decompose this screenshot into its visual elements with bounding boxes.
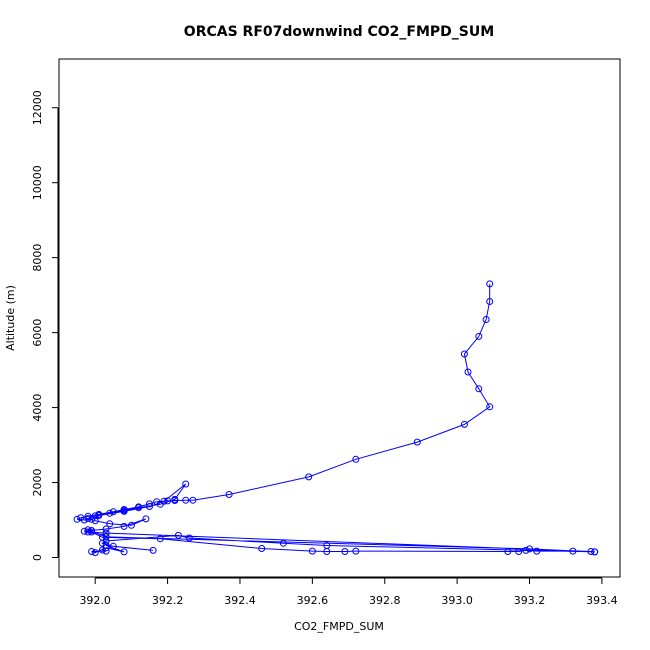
data-point bbox=[77, 514, 85, 522]
data-point bbox=[225, 491, 233, 498]
data-point bbox=[308, 547, 316, 555]
data-point bbox=[120, 522, 128, 530]
data-point bbox=[587, 548, 595, 555]
data-point bbox=[106, 520, 114, 528]
data-point bbox=[156, 500, 164, 508]
data-point bbox=[460, 420, 468, 428]
data-point bbox=[533, 547, 541, 555]
series-line bbox=[76, 283, 595, 554]
data-point bbox=[98, 539, 106, 547]
data-point bbox=[185, 534, 193, 542]
data-point bbox=[127, 521, 135, 529]
data-point bbox=[522, 546, 530, 554]
data-point bbox=[569, 547, 577, 555]
data-point bbox=[482, 316, 490, 323]
data-point bbox=[591, 548, 599, 556]
x-tick-label: 392.4 bbox=[224, 594, 256, 607]
y-tick-label: 0 bbox=[31, 554, 44, 561]
x-axis: 392.0 392.2 392.4 392.6 392.8 393.0 393.2 393.4 bbox=[79, 577, 618, 607]
data-point bbox=[460, 350, 468, 358]
x-tick-label: 393.2 bbox=[514, 594, 546, 607]
data-point bbox=[341, 548, 349, 555]
x-tick-label: 393.4 bbox=[586, 594, 618, 607]
data-point bbox=[279, 539, 287, 547]
y-tick-label: 6000 bbox=[31, 319, 44, 347]
data-point bbox=[98, 546, 106, 554]
data-point bbox=[135, 504, 143, 512]
data-point bbox=[164, 497, 172, 505]
data-point bbox=[84, 528, 92, 536]
data-point bbox=[106, 509, 114, 517]
y-tick-label: 2000 bbox=[31, 469, 44, 497]
data-point bbox=[352, 455, 360, 463]
data-point bbox=[80, 516, 88, 524]
data-point bbox=[146, 500, 153, 508]
data-point bbox=[120, 506, 128, 514]
data-point bbox=[91, 512, 99, 520]
data-point bbox=[504, 548, 512, 555]
data-point bbox=[84, 526, 92, 534]
data-point bbox=[149, 546, 157, 554]
data-point bbox=[323, 542, 331, 549]
data-point bbox=[109, 508, 117, 516]
data-point bbox=[91, 549, 99, 557]
data-point bbox=[88, 548, 96, 555]
data-point bbox=[102, 525, 110, 533]
data-point bbox=[475, 332, 483, 340]
data-point bbox=[189, 496, 197, 504]
data-point bbox=[182, 480, 190, 488]
data-point bbox=[95, 512, 103, 519]
data-point bbox=[109, 542, 117, 550]
data-point bbox=[73, 515, 81, 523]
y-tick-label: 10000 bbox=[31, 165, 44, 200]
y-tick-label: 12000 bbox=[31, 90, 44, 125]
y-axis: 0 2000 4000 6000 8000 10000 12000 bbox=[31, 90, 59, 561]
data-point bbox=[526, 545, 533, 553]
data-point bbox=[102, 544, 110, 552]
data-point bbox=[515, 548, 523, 555]
data-point bbox=[352, 547, 360, 555]
y-tick-label: 4000 bbox=[31, 394, 44, 422]
data-points bbox=[73, 280, 599, 557]
data-point bbox=[413, 438, 421, 446]
data-point bbox=[464, 368, 472, 376]
data-point bbox=[486, 280, 494, 288]
data-point bbox=[120, 548, 128, 556]
x-tick-label: 392.8 bbox=[369, 594, 401, 607]
data-point bbox=[156, 535, 164, 543]
y-tick-label: 8000 bbox=[31, 244, 44, 272]
x-tick-label: 392.6 bbox=[297, 594, 329, 607]
data-point bbox=[182, 496, 190, 504]
chart-title: ORCAS RF07downwind CO2_FMPD_SUM bbox=[184, 24, 494, 40]
data-point bbox=[142, 515, 150, 523]
data-point bbox=[84, 515, 92, 522]
data-point bbox=[102, 537, 110, 545]
data-point bbox=[258, 545, 266, 552]
data-point bbox=[171, 495, 179, 503]
data-point bbox=[102, 533, 110, 541]
data-point bbox=[486, 298, 494, 305]
x-tick-label: 393.0 bbox=[441, 594, 473, 607]
data-point bbox=[146, 503, 153, 510]
data-point bbox=[305, 473, 313, 481]
plot-frame bbox=[58, 58, 621, 578]
data-point bbox=[475, 385, 483, 393]
data-point bbox=[102, 547, 110, 555]
x-tick-label: 392.2 bbox=[152, 594, 184, 607]
data-point bbox=[91, 517, 99, 525]
x-tick-label: 392.0 bbox=[79, 594, 111, 607]
data-point bbox=[102, 529, 110, 537]
x-axis-label: CO2_FMPD_SUM bbox=[294, 620, 384, 633]
data-point bbox=[174, 531, 182, 539]
data-point bbox=[486, 403, 494, 411]
y-axis-label: Altitude (m) bbox=[4, 285, 17, 351]
data-point bbox=[80, 527, 88, 535]
data-point bbox=[88, 528, 96, 536]
